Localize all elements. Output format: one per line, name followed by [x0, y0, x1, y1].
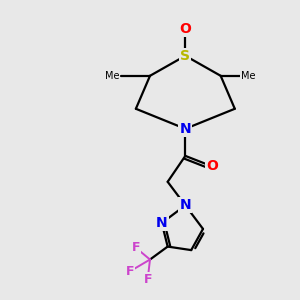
Text: S: S — [180, 49, 190, 63]
Text: N: N — [179, 198, 191, 212]
Text: F: F — [132, 241, 140, 254]
Text: F: F — [126, 265, 134, 278]
Text: O: O — [179, 22, 191, 36]
Text: Me: Me — [105, 71, 120, 81]
Text: N: N — [179, 122, 191, 136]
Text: O: O — [206, 160, 218, 173]
Text: N: N — [156, 216, 168, 230]
Text: Me: Me — [241, 71, 255, 81]
Text: F: F — [143, 273, 152, 286]
